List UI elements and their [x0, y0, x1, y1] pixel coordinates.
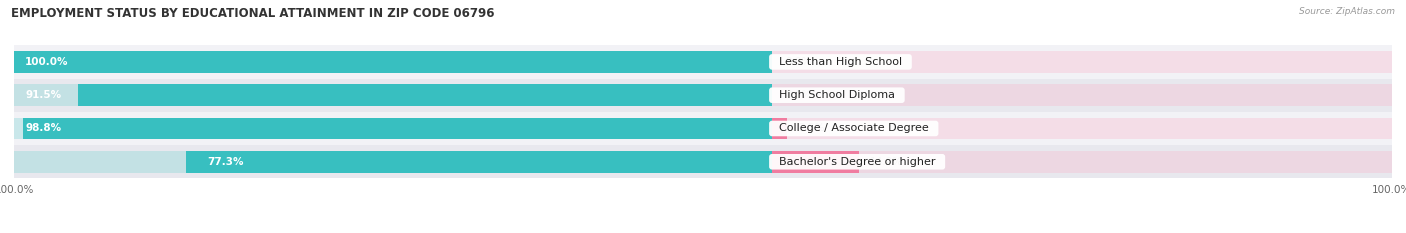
Text: 0.0%: 0.0% — [786, 57, 811, 67]
Bar — [14, 79, 1392, 112]
Bar — [22, 118, 772, 139]
Text: Less than High School: Less than High School — [772, 57, 910, 67]
Bar — [14, 112, 1392, 145]
Bar — [14, 118, 22, 139]
Bar — [186, 151, 772, 173]
Text: High School Diploma: High School Diploma — [772, 90, 901, 100]
Text: 100.0%: 100.0% — [25, 57, 69, 67]
Text: Bachelor's Degree or higher: Bachelor's Degree or higher — [772, 157, 942, 167]
Bar — [772, 151, 859, 173]
Bar — [14, 45, 1392, 79]
Bar — [772, 51, 1392, 73]
Text: Source: ZipAtlas.com: Source: ZipAtlas.com — [1299, 7, 1395, 16]
Text: 77.3%: 77.3% — [207, 157, 243, 167]
Text: EMPLOYMENT STATUS BY EDUCATIONAL ATTAINMENT IN ZIP CODE 06796: EMPLOYMENT STATUS BY EDUCATIONAL ATTAINM… — [11, 7, 495, 20]
Bar — [14, 51, 772, 73]
Text: College / Associate Degree: College / Associate Degree — [772, 123, 935, 134]
Text: 2.5%: 2.5% — [799, 123, 825, 134]
Text: 14.0%: 14.0% — [870, 157, 903, 167]
Bar — [772, 84, 1392, 106]
Text: 98.8%: 98.8% — [25, 123, 62, 134]
Bar — [79, 84, 772, 106]
Bar — [859, 151, 1392, 173]
Bar — [14, 151, 186, 173]
Bar — [14, 145, 1392, 178]
Text: 0.0%: 0.0% — [786, 90, 811, 100]
Bar — [787, 118, 1392, 139]
Text: 91.5%: 91.5% — [25, 90, 62, 100]
Bar — [14, 84, 79, 106]
Bar — [772, 118, 787, 139]
